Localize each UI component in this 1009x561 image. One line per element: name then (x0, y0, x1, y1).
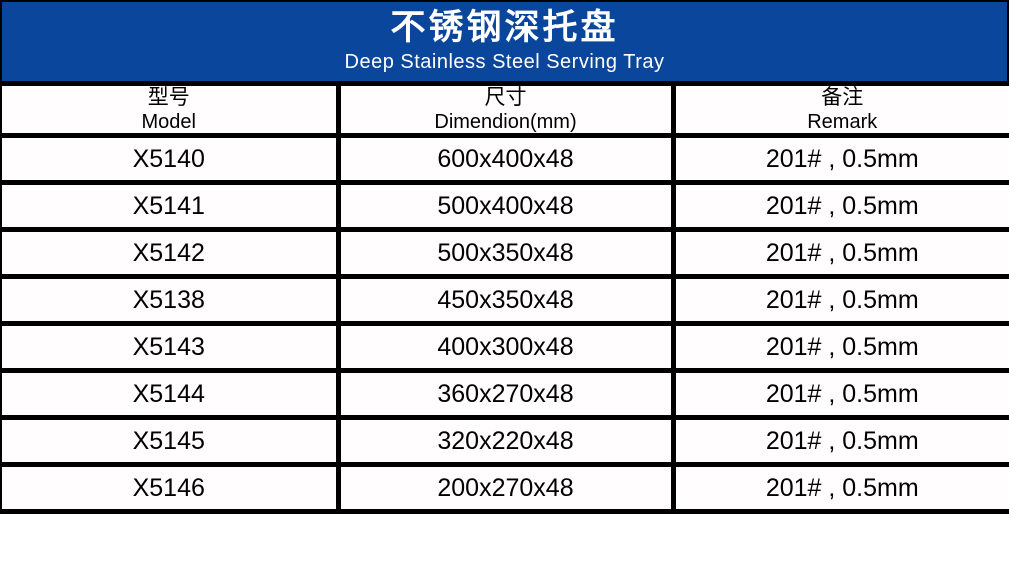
remark-cell: 201# , 0.5mm (670, 274, 1009, 326)
title-banner: 不锈钢深托盘 Deep Stainless Steel Serving Tray (0, 0, 1009, 81)
header-dimension-zh: 尺寸 (484, 86, 527, 110)
model-cell: X5138 (0, 274, 341, 326)
dimension-cell: 320x220x48 (335, 415, 676, 467)
dimension-cell: 400x300x48 (335, 321, 676, 373)
header-remark-en: Remark (807, 110, 878, 133)
header-row: 型号 Model 尺寸 Dimendion(mm) 备注 Remark (0, 81, 1009, 138)
model-cell: X5142 (0, 227, 341, 279)
remark-cell: 201# , 0.5mm (670, 462, 1009, 514)
table-row: X5142 500x350x48 201# , 0.5mm (0, 227, 1009, 279)
header-model: 型号 Model (0, 81, 341, 138)
model-cell: X5141 (0, 180, 341, 232)
model-cell: X5144 (0, 368, 341, 420)
remark-cell: 201# , 0.5mm (670, 133, 1009, 185)
header-model-zh: 型号 (147, 86, 190, 110)
remark-cell: 201# , 0.5mm (670, 368, 1009, 420)
remark-cell: 201# , 0.5mm (670, 180, 1009, 232)
dimension-cell: 360x270x48 (335, 368, 676, 420)
header-dimension: 尺寸 Dimendion(mm) (335, 81, 676, 138)
title-english: Deep Stainless Steel Serving Tray (344, 50, 665, 73)
table-row: X5144 360x270x48 201# , 0.5mm (0, 368, 1009, 420)
dimension-cell: 200x270x48 (335, 462, 676, 514)
table-row: X5138 450x350x48 201# , 0.5mm (0, 274, 1009, 326)
dimension-cell: 450x350x48 (335, 274, 676, 326)
header-dimension-en: Dimendion(mm) (434, 110, 577, 133)
table-row: X5140 600x400x48 201# , 0.5mm (0, 133, 1009, 185)
model-cell: X5140 (0, 133, 341, 185)
model-cell: X5145 (0, 415, 341, 467)
spec-table: 型号 Model 尺寸 Dimendion(mm) 备注 Remark X514… (0, 81, 1009, 514)
dimension-cell: 600x400x48 (335, 133, 676, 185)
table-row: X5146 200x270x48 201# , 0.5mm (0, 462, 1009, 514)
dimension-cell: 500x400x48 (335, 180, 676, 232)
dimension-cell: 500x350x48 (335, 227, 676, 279)
table-body: X5140 600x400x48 201# , 0.5mm X5141 500x… (0, 133, 1009, 514)
header-model-en: Model (141, 110, 196, 133)
remark-cell: 201# , 0.5mm (670, 227, 1009, 279)
header-remark: 备注 Remark (670, 81, 1009, 138)
remark-cell: 201# , 0.5mm (670, 321, 1009, 373)
model-cell: X5146 (0, 462, 341, 514)
table-header: 型号 Model 尺寸 Dimendion(mm) 备注 Remark (0, 81, 1009, 138)
table-row: X5143 400x300x48 201# , 0.5mm (0, 321, 1009, 373)
model-cell: X5143 (0, 321, 341, 373)
title-chinese: 不锈钢深托盘 (390, 8, 619, 48)
table-row: X5141 500x400x48 201# , 0.5mm (0, 180, 1009, 232)
remark-cell: 201# , 0.5mm (670, 415, 1009, 467)
header-remark-zh: 备注 (821, 86, 864, 110)
table-row: X5145 320x220x48 201# , 0.5mm (0, 415, 1009, 467)
